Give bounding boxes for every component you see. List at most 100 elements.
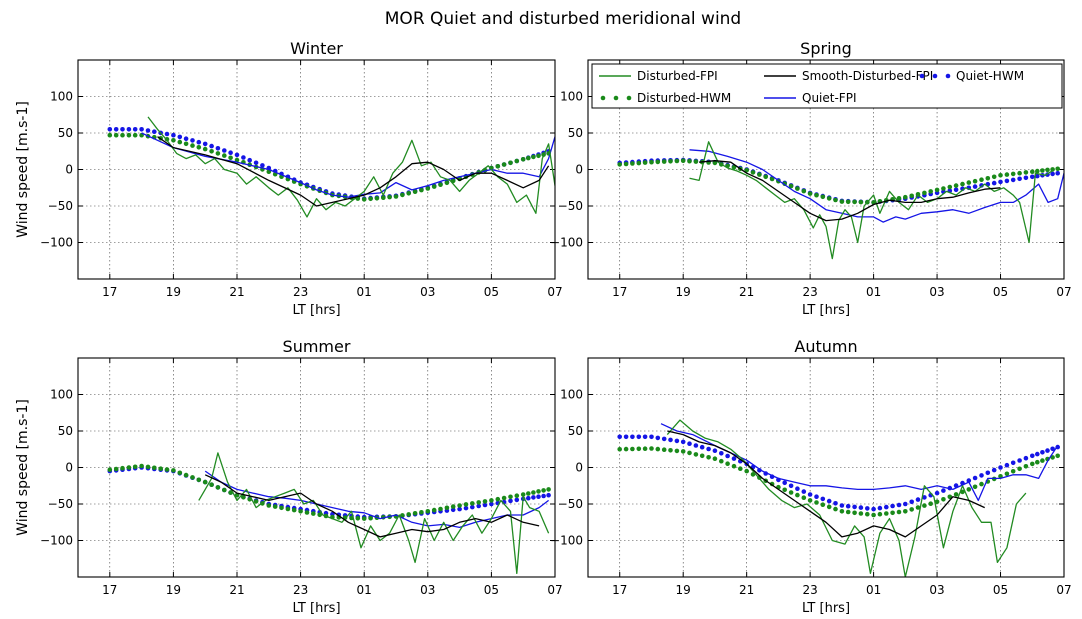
hwm-point xyxy=(171,132,176,138)
hwm-point xyxy=(266,503,272,508)
hwm-point xyxy=(531,495,536,500)
hwm-point xyxy=(871,506,876,512)
legend-label-smooth-disturbed-fpi: Smooth-Disturbed-FPI xyxy=(802,69,933,83)
hwm-point xyxy=(222,487,227,493)
hwm-point xyxy=(845,509,851,515)
x-tick-label: 23 xyxy=(293,285,308,299)
x-tick-label: 21 xyxy=(229,285,244,299)
hwm-point xyxy=(463,505,469,511)
hwm-point xyxy=(788,490,794,495)
hwm-point xyxy=(712,456,718,462)
hwm-point xyxy=(820,496,826,502)
hwm-point xyxy=(731,463,737,469)
x-tick-label: 21 xyxy=(739,583,754,597)
y-tick-label: −50 xyxy=(48,497,73,511)
hwm-point xyxy=(763,174,768,180)
hwm-point xyxy=(272,504,278,509)
hwm-point xyxy=(361,197,367,202)
hwm-point xyxy=(858,199,864,205)
figure-title: MOR Quiet and disturbed meridional wind xyxy=(385,9,741,29)
hwm-point xyxy=(972,184,978,189)
y-tick-label: 0 xyxy=(575,461,583,475)
hwm-point xyxy=(807,492,813,497)
hwm-point xyxy=(845,199,851,205)
panel-autumn: Autumn 17 19 21 23 01 03 05 07 −100 −50 0 50 100 LT [h… xyxy=(550,337,1072,616)
hwm-point xyxy=(852,504,857,510)
hwm-point xyxy=(661,436,667,442)
y-tick-label: −100 xyxy=(40,236,73,250)
hwm-point xyxy=(177,134,183,140)
hwm-point xyxy=(196,145,202,150)
hwm-point xyxy=(998,465,1003,470)
hwm-point xyxy=(636,160,642,166)
hwm-point xyxy=(668,159,673,164)
hwm-point xyxy=(903,509,908,514)
hwm-point xyxy=(655,435,661,441)
hwm-point xyxy=(623,434,629,440)
hwm-point xyxy=(1017,458,1022,463)
x-tick-label: 19 xyxy=(676,285,691,299)
hwm-point xyxy=(649,434,654,440)
y-tick-label: −50 xyxy=(558,497,583,511)
hwm-point xyxy=(209,149,214,154)
hwm-point xyxy=(546,487,551,492)
hwm-point xyxy=(508,498,513,504)
x-tick-label: 23 xyxy=(802,583,817,597)
panel-winter: Winter 17 19 21 23 01 03 05 07 −100 −50 0 50 100 LT [h… xyxy=(15,39,563,318)
hwm-point xyxy=(541,493,546,499)
hwm-point xyxy=(877,505,883,511)
hwm-point xyxy=(120,127,125,132)
hwm-point xyxy=(769,176,775,182)
series-line-quiet-fpi xyxy=(660,423,1059,502)
hwm-point xyxy=(934,499,940,505)
hwm-point xyxy=(985,470,991,476)
hwm-point xyxy=(668,448,673,453)
hwm-point xyxy=(215,485,221,490)
x-tick-label: 05 xyxy=(484,285,499,299)
hwm-point xyxy=(1017,176,1022,182)
plot-area xyxy=(617,141,1064,260)
hwm-point xyxy=(1030,174,1035,180)
hwm-point xyxy=(463,502,469,507)
y-tick-label: 50 xyxy=(58,424,73,438)
legend: Disturbed-FPI Disturbed-HWM Smooth-Disturb… xyxy=(591,63,1063,109)
hwm-point xyxy=(190,475,195,480)
hwm-point xyxy=(896,502,902,508)
hwm-point xyxy=(966,180,972,185)
hwm-point xyxy=(998,179,1003,185)
panel-title-autumn: Autumn xyxy=(794,337,857,356)
hwm-point xyxy=(655,446,661,452)
y-tick-label: −100 xyxy=(550,534,583,548)
y-tick-label: −50 xyxy=(558,199,583,213)
hwm-point xyxy=(1035,173,1040,179)
hwm-point xyxy=(731,456,737,461)
hwm-point xyxy=(795,492,800,498)
hwm-point xyxy=(890,503,895,509)
hwm-point xyxy=(222,148,227,153)
y-tick-label: 0 xyxy=(65,163,73,177)
hwm-point xyxy=(1004,178,1010,184)
hwm-point xyxy=(1035,168,1040,174)
hwm-point xyxy=(953,492,959,497)
hwm-point xyxy=(839,503,845,508)
hwm-point xyxy=(642,160,648,165)
hwm-point xyxy=(425,509,431,514)
hwm-point xyxy=(795,486,800,492)
hwm-point xyxy=(928,189,933,194)
hwm-point xyxy=(845,503,851,509)
hwm-point xyxy=(317,512,323,518)
hwm-point xyxy=(985,176,991,181)
hwm-point xyxy=(215,146,221,151)
hwm-point xyxy=(865,511,870,517)
y-tick-label: 50 xyxy=(58,126,73,140)
y-tick-label: 0 xyxy=(575,163,583,177)
x-tick-label: 17 xyxy=(612,583,627,597)
hwm-point xyxy=(1055,453,1060,459)
hwm-point xyxy=(903,501,908,507)
hwm-point xyxy=(419,187,424,193)
hwm-point xyxy=(145,464,151,470)
hwm-point xyxy=(636,446,642,452)
hwm-point xyxy=(750,170,756,175)
hwm-point xyxy=(795,186,800,191)
hwm-point xyxy=(826,196,832,201)
